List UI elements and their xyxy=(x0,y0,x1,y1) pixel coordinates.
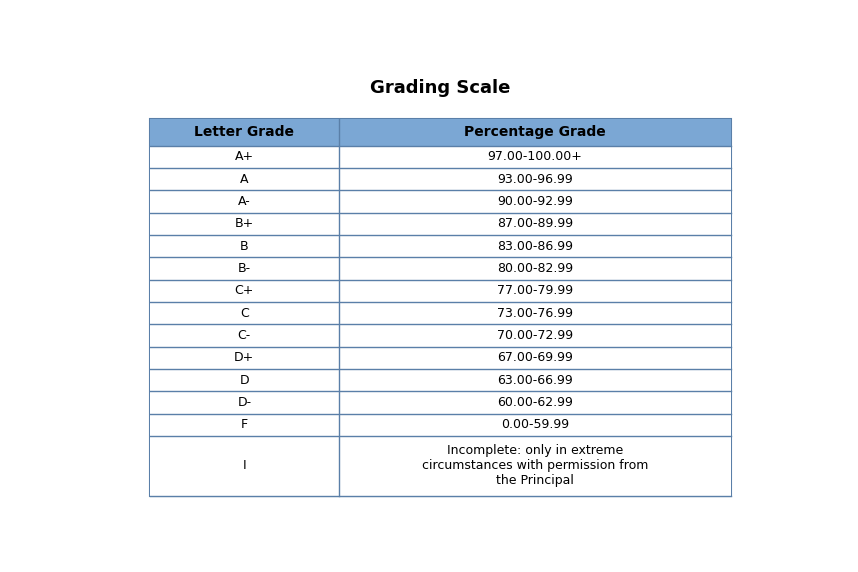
Text: 90.00-92.99: 90.00-92.99 xyxy=(497,195,573,208)
Bar xyxy=(150,391,731,414)
Text: A+: A+ xyxy=(235,150,254,163)
Text: C: C xyxy=(240,307,249,320)
Text: A-: A- xyxy=(238,195,251,208)
Bar xyxy=(150,213,731,235)
Text: 83.00-86.99: 83.00-86.99 xyxy=(497,240,573,253)
Text: Grading Scale: Grading Scale xyxy=(370,79,510,97)
Text: 77.00-79.99: 77.00-79.99 xyxy=(497,284,573,297)
Bar xyxy=(150,347,731,369)
Bar xyxy=(150,280,731,302)
Text: 67.00-69.99: 67.00-69.99 xyxy=(497,351,573,364)
Bar xyxy=(150,369,731,391)
Text: Letter Grade: Letter Grade xyxy=(194,125,294,139)
Text: I: I xyxy=(243,459,246,472)
Text: B-: B- xyxy=(238,262,251,275)
Bar xyxy=(150,190,731,213)
Bar xyxy=(150,146,731,168)
Text: B+: B+ xyxy=(235,217,254,231)
Bar xyxy=(150,302,731,324)
Bar xyxy=(150,257,731,280)
Text: D-: D- xyxy=(238,396,251,409)
Bar xyxy=(150,235,731,257)
Text: 93.00-96.99: 93.00-96.99 xyxy=(497,173,573,186)
Text: A: A xyxy=(240,173,249,186)
Text: 60.00-62.99: 60.00-62.99 xyxy=(497,396,573,409)
Text: 70.00-72.99: 70.00-72.99 xyxy=(497,329,573,342)
Text: D: D xyxy=(239,374,249,387)
Text: 87.00-89.99: 87.00-89.99 xyxy=(497,217,573,231)
Text: 97.00-100.00+: 97.00-100.00+ xyxy=(487,150,583,163)
Text: Percentage Grade: Percentage Grade xyxy=(464,125,606,139)
Bar xyxy=(150,119,731,146)
Text: 63.00-66.99: 63.00-66.99 xyxy=(497,374,573,387)
Bar xyxy=(150,324,731,347)
Bar xyxy=(150,414,731,436)
Text: B: B xyxy=(240,240,249,253)
Text: C-: C- xyxy=(238,329,251,342)
Text: F: F xyxy=(241,418,248,431)
Text: 0.00-59.99: 0.00-59.99 xyxy=(501,418,569,431)
Bar xyxy=(150,168,731,190)
Text: D+: D+ xyxy=(234,351,255,364)
Text: Incomplete: only in extreme
circumstances with permission from
the Principal: Incomplete: only in extreme circumstance… xyxy=(422,444,648,487)
Text: C+: C+ xyxy=(234,284,254,297)
Text: 80.00-82.99: 80.00-82.99 xyxy=(497,262,573,275)
Text: 73.00-76.99: 73.00-76.99 xyxy=(497,307,573,320)
